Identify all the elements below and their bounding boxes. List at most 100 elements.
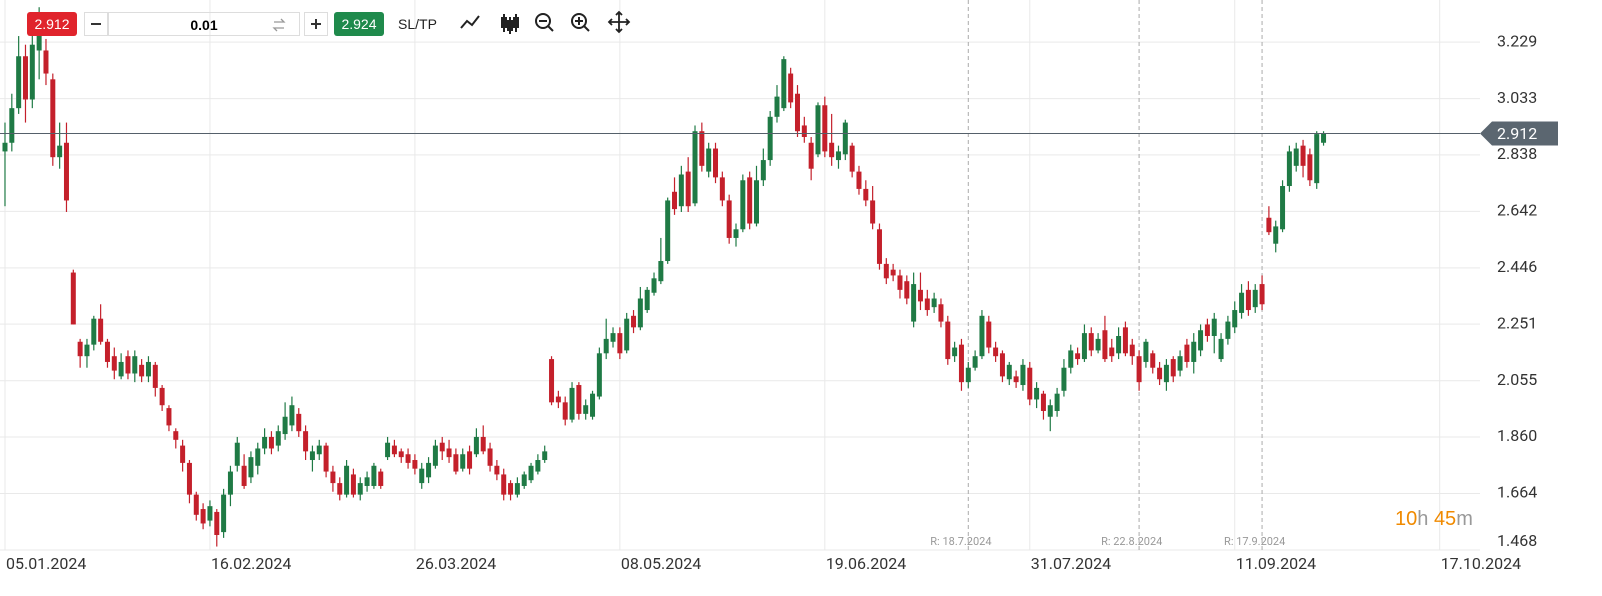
candle-body <box>432 445 438 466</box>
annotation-label: R: 22.8.2024 <box>1101 535 1162 548</box>
sl-tp-button[interactable]: SL/TP <box>398 16 437 32</box>
candle-body <box>610 333 616 342</box>
candle-body <box>405 454 411 463</box>
candle-body <box>521 474 527 486</box>
increase-lot[interactable] <box>304 12 328 36</box>
candle-body <box>9 108 15 143</box>
candle-body <box>706 148 712 172</box>
candle-body <box>125 356 131 374</box>
candle-body <box>808 142 814 169</box>
candle-body <box>678 174 684 207</box>
candle-body <box>911 284 917 322</box>
candle-body <box>596 353 602 397</box>
candle-body <box>931 298 937 308</box>
candle-body <box>1081 333 1087 360</box>
candle-body <box>70 272 76 325</box>
candle-body <box>63 142 69 201</box>
x-tick-label: 31.07.2024 <box>1031 554 1111 573</box>
candle-body <box>1225 321 1231 339</box>
candle-body <box>1204 324 1210 336</box>
lot-input[interactable]: 0.01 <box>108 12 300 36</box>
candle-body <box>952 347 958 357</box>
candle-body <box>897 275 903 290</box>
candle-body <box>57 145 63 158</box>
candle-body <box>159 387 165 406</box>
x-tick-label: 26.03.2024 <box>416 554 496 573</box>
candle-body <box>221 494 227 533</box>
candle-body <box>200 509 206 524</box>
y-tick-label: 2.251 <box>1497 313 1537 332</box>
candle-body <box>16 56 22 109</box>
candle-body <box>815 105 821 155</box>
candle-body <box>1218 338 1224 360</box>
y-tick-label: 2.055 <box>1497 370 1537 389</box>
candle-body <box>979 315 985 357</box>
candle-body <box>241 465 247 486</box>
candle-body <box>180 445 186 463</box>
candle-body <box>255 448 261 466</box>
candle-body <box>508 483 514 495</box>
candle-body <box>1020 364 1026 386</box>
candle-body <box>713 148 719 178</box>
candle-body <box>603 338 609 354</box>
decrease-lot[interactable] <box>84 12 108 36</box>
candle-body <box>227 471 233 495</box>
candle-body <box>371 465 377 486</box>
candle-body <box>412 460 418 469</box>
candle-body <box>29 44 35 100</box>
candle-body <box>726 200 732 238</box>
candle-body <box>842 122 848 155</box>
y-tick-label: 2.446 <box>1497 257 1537 276</box>
x-tick-label: 16.02.2024 <box>211 554 291 573</box>
candle-body <box>207 506 213 521</box>
candle-body <box>767 116 773 161</box>
candle-body <box>576 385 582 414</box>
candle-body <box>391 445 397 455</box>
candle-body <box>446 448 452 458</box>
candle-body <box>1136 356 1142 383</box>
ask-price[interactable]: 2.924 <box>334 12 384 36</box>
candle-body <box>856 171 862 189</box>
candle-body <box>316 445 322 455</box>
candle-body <box>22 56 28 100</box>
candle-body <box>1150 353 1156 368</box>
candle-body <box>1245 289 1251 311</box>
plus-icon <box>311 19 321 29</box>
bid-price[interactable]: 2.912 <box>27 12 77 36</box>
candle-body <box>1191 341 1197 362</box>
candle-body <box>426 462 432 478</box>
candle-body <box>753 180 759 224</box>
candle-body <box>719 177 725 201</box>
x-tick-label: 05.01.2024 <box>6 554 86 573</box>
candle-body <box>173 431 179 440</box>
candle-body <box>986 321 992 348</box>
candle-body <box>1027 367 1033 400</box>
candle-body <box>870 200 876 224</box>
candle-body <box>1177 356 1183 371</box>
y-tick-label: 3.229 <box>1497 31 1537 50</box>
candle-body <box>1047 405 1053 417</box>
candle-body <box>36 27 42 51</box>
candle-body <box>549 359 555 403</box>
chart-tools[interactable] <box>455 8 635 38</box>
candle-body <box>1259 284 1265 305</box>
candle-body <box>760 160 766 181</box>
candle-body <box>104 341 110 362</box>
candle-body <box>1054 393 1060 411</box>
candle-body <box>268 436 274 449</box>
candle-body <box>1280 186 1286 230</box>
candle-body <box>672 191 678 210</box>
candle-body <box>1314 134 1320 184</box>
candle-body <box>1157 367 1163 380</box>
candle-body <box>747 177 753 224</box>
candle-body <box>2 142 8 152</box>
candle-body <box>262 436 268 449</box>
candle-body <box>467 451 473 469</box>
candle-body <box>788 73 794 103</box>
candle-body <box>1293 148 1299 166</box>
candle-body <box>77 341 83 357</box>
candle-body <box>1109 347 1115 357</box>
candle-body <box>460 454 466 469</box>
candle-body <box>917 289 923 302</box>
candle-body <box>275 431 281 446</box>
